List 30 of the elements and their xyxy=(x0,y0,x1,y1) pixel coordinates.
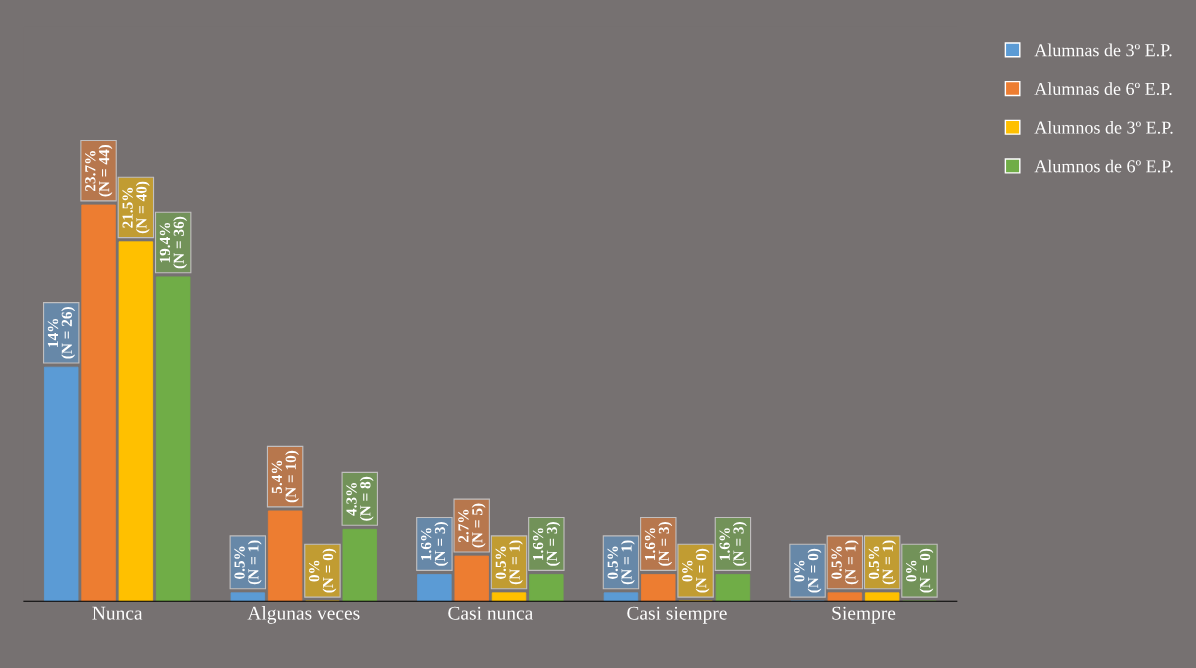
data-label: 0% (N = 0) xyxy=(309,548,337,593)
bar xyxy=(417,574,452,602)
data-label: 19.4% (N = 36) xyxy=(159,216,188,269)
data-label: 0.5% (N = 1) xyxy=(868,540,897,585)
x-tick-label: Casi nunca xyxy=(448,606,534,620)
data-label: 21.5% (N = 40) xyxy=(122,181,150,234)
data-label: 0.5% (N = 1) xyxy=(831,540,859,585)
data-label: 0.5% (N = 1) xyxy=(495,540,523,585)
data-label: 1.6% (N = 3) xyxy=(420,522,449,566)
legend-label: Alumnos de 3º E.P. xyxy=(1034,121,1173,134)
data-label: 0% (N = 0) xyxy=(906,548,934,593)
legend-label: Alumnas de 6º E.P. xyxy=(1034,82,1172,96)
data-label: 14% (N = 26) xyxy=(47,307,76,359)
legend-label: Alumnas de 3º E.P. xyxy=(1034,43,1172,57)
data-label: 5.4% (N = 10) xyxy=(271,450,299,503)
legend-label: Alumnos de 6º E.P. xyxy=(1034,159,1173,173)
data-label: 2.7% (N = 5) xyxy=(458,503,486,548)
data-label: 0.5% (N = 1) xyxy=(234,540,262,585)
data-label: 1.6% (N = 3) xyxy=(532,522,561,566)
data-label: 0% (N = 0) xyxy=(794,548,822,593)
data-label: 1.6% (N = 3) xyxy=(719,522,747,566)
data-label: 4.3% (N = 8) xyxy=(346,476,374,521)
x-tick-label: Nunca xyxy=(92,606,143,620)
x-tick-label: Siempre xyxy=(832,606,896,624)
data-label: 23.7% (N = 44) xyxy=(85,144,113,197)
data-label: 1.6% (N = 3) xyxy=(644,522,673,566)
x-tick-label: Algunas veces xyxy=(247,606,360,624)
data-label: 0.5% (N = 1) xyxy=(607,540,635,585)
x-tick-label: Casi siempre xyxy=(627,606,727,624)
data-label: 0% (N = 0) xyxy=(682,548,710,593)
